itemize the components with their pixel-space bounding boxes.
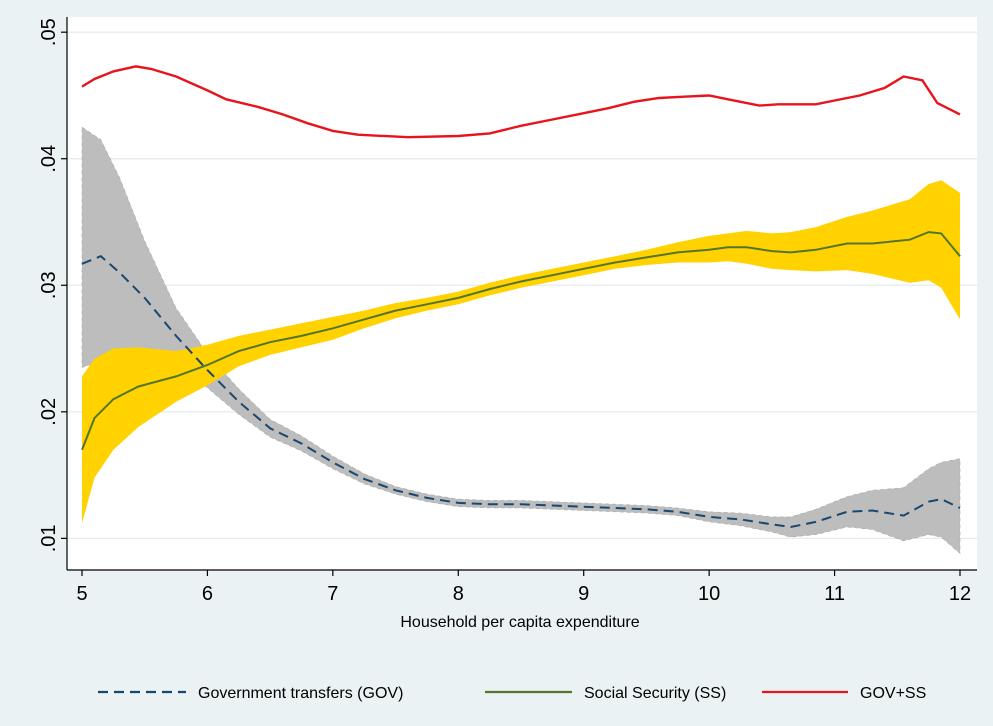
y-tick-label-.05: .05 — [38, 18, 60, 46]
y-tick-label-.01: .01 — [38, 524, 60, 552]
x-tick-label-6: 6 — [202, 583, 213, 605]
y-tick-label-.04: .04 — [38, 145, 60, 173]
gov-ss-line — [81, 65, 961, 139]
x-tick-label-5: 5 — [76, 583, 87, 605]
series-lines — [81, 65, 961, 529]
x-tick-label-10: 10 — [698, 583, 720, 605]
x-tick-label-9: 9 — [578, 583, 589, 605]
gov-line — [81, 255, 961, 529]
x-tick-label-8: 8 — [453, 583, 464, 605]
plot-area — [67, 17, 977, 570]
confidence-bands — [81, 126, 961, 555]
legend-label-gov: Government transfers (GOV) — [198, 685, 403, 702]
legend-label-ss: Social Security (SS) — [584, 685, 726, 702]
x-tick-label-7: 7 — [327, 583, 338, 605]
x-tick-label-12: 12 — [949, 583, 971, 605]
gov-confidence-band — [81, 126, 961, 555]
legend: Government transfers (GOV) Social Securit… — [98, 685, 926, 702]
x-tick-label-11: 11 — [824, 583, 845, 605]
axes: .01 .02 .03 .04 .05 5 6 7 8 9 10 11 12 — [38, 17, 977, 605]
ss-line — [81, 231, 961, 451]
ss-confidence-band — [82, 180, 960, 524]
legend-label-gov-ss: GOV+SS — [860, 685, 926, 702]
y-tick-label-.03: .03 — [38, 271, 60, 299]
y-tick-label-.02: .02 — [38, 398, 60, 426]
x-axis-title: Household per capita expenditure — [400, 614, 639, 631]
